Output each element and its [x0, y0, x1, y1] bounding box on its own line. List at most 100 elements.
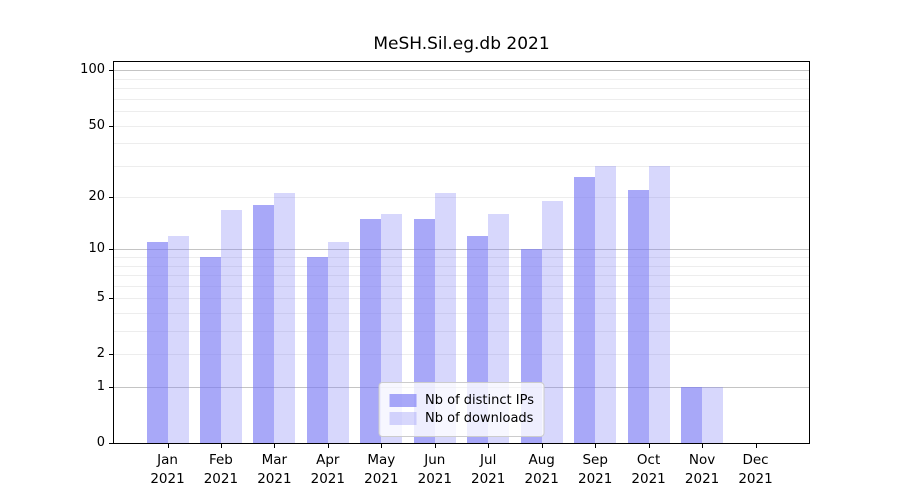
legend-item-downloads: Nb of downloads [389, 411, 534, 426]
x-tick-label: May 2021 [341, 451, 421, 489]
y-tick-label: 1 [96, 379, 105, 394]
x-tick-year: 2021 [310, 471, 345, 487]
bar-distinct-ips [681, 387, 703, 443]
y-tick [109, 387, 113, 388]
x-tick-month: Jul [480, 452, 497, 468]
x-tick [702, 444, 704, 448]
bar-downloads [220, 209, 242, 443]
x-tick-month: Dec [742, 452, 769, 468]
x-tick [488, 444, 490, 448]
minor-gridline [114, 125, 809, 127]
bar-distinct-ips [627, 189, 649, 443]
x-tick-year: 2021 [578, 471, 613, 487]
legend-swatch-distinct-ips [389, 394, 417, 407]
minor-gridline [114, 111, 809, 113]
minor-gridline [114, 88, 809, 90]
x-tick [595, 444, 597, 448]
x-tick-label: Jan 2021 [128, 451, 208, 489]
legend: Nb of distinct IPs Nb of downloads [378, 382, 545, 437]
x-tick-label: Feb 2021 [181, 451, 261, 489]
x-tick-month: Jun [424, 452, 446, 468]
x-tick-year: 2021 [364, 471, 399, 487]
x-tick-label: Jul 2021 [448, 451, 528, 489]
x-tick-label: Dec 2021 [716, 451, 796, 489]
x-tick-label: Oct 2021 [609, 451, 689, 489]
x-tick-month: Apr [316, 452, 340, 468]
minor-gridline [114, 98, 809, 100]
x-tick-month: Nov [688, 452, 716, 468]
y-tick-label: 5 [96, 290, 105, 306]
minor-gridline [114, 354, 809, 356]
legend-swatch-downloads [389, 412, 417, 425]
x-tick-month: Oct [636, 452, 661, 468]
legend-label-downloads: Nb of downloads [425, 411, 534, 426]
chart-title: MeSH.Sil.eg.db 2021 [373, 34, 550, 54]
bar-distinct-ips [360, 219, 382, 443]
x-tick-year: 2021 [471, 471, 506, 487]
minor-gridline [114, 275, 809, 277]
minor-gridline [114, 265, 809, 267]
major-gridline [114, 70, 809, 72]
y-tick [109, 354, 113, 356]
x-tick-label: Jun 2021 [395, 451, 475, 489]
bar-downloads [595, 165, 617, 443]
x-tick-year: 2021 [631, 471, 666, 487]
minor-gridline [114, 313, 809, 314]
plot-area: Nb of distinct IPs Nb of downloads [113, 61, 810, 444]
x-tick-month: Sep [582, 452, 608, 468]
y-tick-label: 10 [88, 241, 105, 257]
y-tick-label: 0 [96, 435, 105, 450]
x-tick-year: 2021 [257, 471, 292, 487]
y-tick [109, 298, 113, 300]
x-tick [434, 444, 436, 448]
legend-label-distinct-ips: Nb of distinct IPs [425, 393, 534, 408]
bar-downloads [327, 242, 349, 443]
x-tick [167, 444, 169, 448]
y-tick [109, 249, 113, 251]
legend-item-distinct-ips: Nb of distinct IPs [389, 393, 534, 408]
minor-gridline [114, 197, 809, 199]
x-tick [274, 444, 276, 448]
minor-gridline [114, 331, 809, 333]
y-tick [109, 70, 113, 72]
x-tick [381, 444, 383, 448]
x-tick-label: Nov 2021 [662, 451, 742, 489]
y-tick-label: 2 [96, 346, 105, 362]
minor-gridline [114, 165, 809, 167]
x-tick-label: Sep 2021 [555, 451, 635, 489]
minor-gridline [114, 257, 809, 259]
bar-downloads [541, 201, 563, 443]
minor-gridline [114, 285, 809, 287]
x-tick-year: 2021 [684, 471, 720, 487]
x-tick-label: Apr 2021 [288, 451, 368, 489]
y-tick [109, 443, 113, 444]
x-tick-year: 2021 [150, 471, 185, 487]
bar-distinct-ips [146, 242, 168, 443]
x-tick-label: Mar 2021 [234, 451, 314, 489]
bar-distinct-ips [306, 257, 328, 443]
x-tick-year: 2021 [203, 471, 239, 487]
bar-downloads [648, 165, 670, 443]
x-tick [648, 444, 650, 448]
x-tick-month: Aug [528, 452, 555, 468]
bar-downloads [274, 193, 296, 443]
x-tick [541, 444, 543, 448]
bar-distinct-ips [574, 176, 596, 443]
x-tick-year: 2021 [524, 471, 559, 487]
y-tick-label: 100 [80, 62, 105, 78]
x-tick-year: 2021 [417, 471, 452, 487]
x-tick [327, 444, 329, 448]
minor-gridline [114, 298, 809, 300]
x-tick [755, 444, 757, 448]
bar-downloads [434, 193, 456, 443]
bar-distinct-ips [253, 205, 275, 443]
minor-gridline [114, 78, 809, 80]
x-tick-month: Jan [157, 452, 178, 468]
y-tick-label: 50 [88, 117, 105, 133]
bar-downloads [167, 235, 189, 443]
y-tick-label: 20 [88, 189, 105, 205]
bar-downloads [702, 387, 724, 443]
y-tick [109, 197, 113, 199]
y-tick [109, 125, 113, 127]
